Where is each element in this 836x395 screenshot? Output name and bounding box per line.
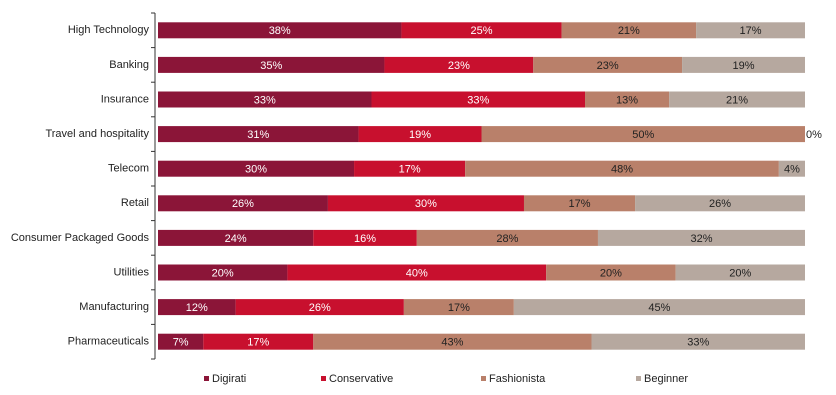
bar-segment <box>465 160 779 177</box>
bar-segment <box>158 126 359 143</box>
value-label: 19% <box>733 60 755 72</box>
value-label: 28% <box>496 233 518 245</box>
value-label: 20% <box>212 267 234 279</box>
value-label: 26% <box>232 198 254 210</box>
bar-segment <box>235 299 404 316</box>
bar-segment <box>401 22 562 39</box>
bar-segment <box>533 56 683 73</box>
value-label: 31% <box>247 129 269 141</box>
bar-segment <box>591 333 805 350</box>
bar-segment <box>384 56 534 73</box>
value-label: 17% <box>448 302 470 314</box>
bar-segment <box>371 91 586 108</box>
bar-segment <box>513 299 805 316</box>
bar-segment <box>158 22 402 39</box>
value-label: 38% <box>269 25 291 37</box>
bar-segment <box>675 264 805 281</box>
value-label: 24% <box>225 233 247 245</box>
category-label: Telecom <box>108 163 149 175</box>
value-label: 26% <box>709 198 731 210</box>
value-label: 21% <box>726 94 748 106</box>
value-label: 0% <box>806 129 822 141</box>
value-label: 30% <box>245 164 267 176</box>
legend-swatch <box>321 376 326 381</box>
category-label: Utilities <box>114 266 150 278</box>
bar-segment <box>523 195 636 212</box>
bar-segment <box>561 22 697 39</box>
legend-swatch <box>636 376 641 381</box>
value-label: 33% <box>687 337 709 349</box>
bar-segment <box>546 264 676 281</box>
value-label: 40% <box>406 267 428 279</box>
value-label: 7% <box>173 337 189 349</box>
bar-segment <box>682 56 805 73</box>
bar-segment <box>597 229 805 246</box>
category-label: Consumer Packaged Goods <box>11 232 150 244</box>
value-label: 48% <box>611 164 633 176</box>
value-label: 17% <box>399 164 421 176</box>
value-label: 20% <box>729 267 751 279</box>
category-label: Retail <box>121 197 149 209</box>
value-label: 26% <box>309 302 331 314</box>
value-label: 4% <box>784 164 800 176</box>
bar-segment <box>158 229 314 246</box>
legend-swatch <box>204 376 209 381</box>
bar-segment <box>158 299 236 316</box>
category-label: High Technology <box>68 24 150 36</box>
bar-segment <box>158 160 355 177</box>
value-label: 23% <box>448 60 470 72</box>
value-label: 32% <box>690 233 712 245</box>
legend-swatch <box>481 376 486 381</box>
bar-segment <box>158 56 385 73</box>
bar-segment <box>203 333 314 350</box>
bar-segment <box>158 333 204 350</box>
bar-segment <box>416 229 598 246</box>
bar-segment <box>158 195 328 212</box>
value-label: 16% <box>354 233 376 245</box>
value-label: 35% <box>260 60 282 72</box>
value-label: 21% <box>618 25 640 37</box>
value-label: 19% <box>409 129 431 141</box>
bar-segment <box>313 333 592 350</box>
bar-segment <box>313 229 417 246</box>
bar-segment <box>327 195 524 212</box>
value-label: 33% <box>467 94 489 106</box>
value-label: 43% <box>441 337 463 349</box>
value-label: 45% <box>648 302 670 314</box>
category-label: Manufacturing <box>79 301 149 313</box>
legend-label: Conservative <box>329 373 393 385</box>
bar-segment <box>696 22 805 39</box>
value-label: 30% <box>415 198 437 210</box>
value-label: 20% <box>600 267 622 279</box>
value-label: 23% <box>597 60 619 72</box>
bar-segment <box>158 264 288 281</box>
bar-segment <box>158 91 372 108</box>
bar-segment <box>358 126 482 143</box>
value-label: 25% <box>470 25 492 37</box>
bar-segment <box>287 264 547 281</box>
bar-segment <box>585 91 670 108</box>
value-label: 50% <box>632 129 654 141</box>
bar-segment <box>778 160 805 177</box>
value-label: 33% <box>254 94 276 106</box>
value-label: 12% <box>186 302 208 314</box>
legend-label: Digirati <box>212 373 246 385</box>
value-label: 17% <box>247 337 269 349</box>
value-label: 13% <box>616 94 638 106</box>
bar-segment <box>481 126 805 143</box>
category-label: Pharmaceuticals <box>68 336 150 348</box>
bar-segment <box>354 160 466 177</box>
legend-label: Fashionista <box>489 373 546 385</box>
value-label: 17% <box>740 25 762 37</box>
bar-segment <box>669 91 805 108</box>
category-label: Banking <box>109 59 149 71</box>
category-label: Travel and hospitality <box>45 128 149 140</box>
category-label: Insurance <box>101 93 149 105</box>
value-label: 17% <box>569 198 591 210</box>
legend-label: Beginner <box>644 373 688 385</box>
bar-segment <box>403 299 514 316</box>
bar-segment <box>635 195 805 212</box>
